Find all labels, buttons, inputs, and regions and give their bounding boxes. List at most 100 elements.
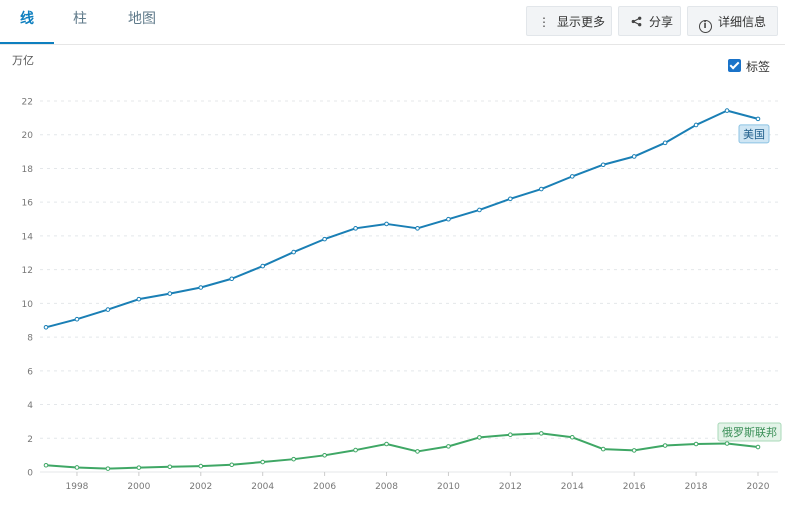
- data-point[interactable]: [74, 316, 80, 322]
- y-tick-label: 20: [22, 131, 34, 141]
- y-tick-label: 6: [27, 367, 33, 377]
- data-point[interactable]: [662, 140, 668, 146]
- data-point[interactable]: [384, 221, 389, 227]
- data-point[interactable]: [260, 459, 265, 465]
- data-point[interactable]: [291, 456, 296, 462]
- data-point[interactable]: [508, 432, 513, 438]
- series-label: 俄罗斯联邦: [722, 426, 777, 439]
- x-tick-label: 2010: [437, 482, 460, 492]
- data-point[interactable]: [229, 462, 235, 468]
- data-point[interactable]: [693, 122, 699, 128]
- y-axis-unit-label: 万亿: [12, 54, 34, 67]
- data-point[interactable]: [74, 465, 80, 470]
- show-more-label: 显示更多: [557, 15, 606, 29]
- data-point[interactable]: [569, 174, 575, 179]
- details-button[interactable]: i 详细信息: [687, 6, 778, 36]
- data-point[interactable]: [477, 435, 482, 440]
- data-point[interactable]: [631, 154, 637, 159]
- show-more-button[interactable]: ⋮ 显示更多: [526, 6, 612, 36]
- data-point[interactable]: [600, 446, 606, 452]
- x-tick-label: 1998: [66, 482, 89, 492]
- y-tick-label: 0: [27, 469, 33, 479]
- data-point[interactable]: [198, 463, 204, 469]
- y-tick-label: 4: [27, 401, 33, 411]
- y-tick-label: 12: [22, 266, 33, 276]
- x-tick-label: 2006: [313, 482, 336, 492]
- y-tick-label: 2: [27, 435, 33, 445]
- data-point[interactable]: [229, 276, 235, 282]
- data-point[interactable]: [724, 108, 730, 113]
- chart-grid: [40, 100, 778, 473]
- data-point[interactable]: [755, 116, 761, 122]
- x-tick-label: 2012: [499, 482, 522, 492]
- labels-checkbox-label: 标签: [746, 60, 771, 74]
- y-axis-ticks: 0 2 4 6 8 10 12 14 16 18 20 22: [22, 98, 34, 479]
- tab-map[interactable]: 地图: [128, 11, 156, 27]
- x-tick-label: 2002: [189, 482, 212, 492]
- data-point[interactable]: [260, 263, 265, 269]
- data-point[interactable]: [353, 226, 358, 231]
- x-tick-label: 2004: [251, 482, 274, 492]
- checkbox-checked-icon: [728, 59, 741, 72]
- y-tick-label: 18: [22, 165, 34, 175]
- data-point[interactable]: [724, 441, 730, 446]
- y-tick-label: 10: [22, 300, 34, 310]
- data-point[interactable]: [508, 196, 513, 202]
- x-tick-label: 2000: [127, 482, 150, 492]
- series-line: [45, 109, 759, 329]
- data-point[interactable]: [539, 431, 544, 436]
- line-chart: 0 2 4 6 8 10 12 14 16 18 20 22 1998 2000 2002 2004 2006…: [22, 98, 782, 492]
- y-tick-label: 8: [27, 334, 33, 344]
- share-label: 分享: [649, 15, 674, 29]
- series-label-box: [738, 124, 770, 144]
- data-point[interactable]: [569, 434, 575, 440]
- data-point[interactable]: [662, 443, 668, 448]
- data-point[interactable]: [322, 453, 327, 458]
- data-point[interactable]: [43, 462, 49, 468]
- data-point[interactable]: [167, 291, 173, 296]
- y-tick-label: 14: [22, 232, 34, 242]
- info-icon: i: [698, 7, 712, 37]
- series-label: 美国: [743, 128, 765, 141]
- data-point[interactable]: [539, 186, 544, 192]
- x-tick-label: 2016: [623, 482, 646, 492]
- data-point[interactable]: [105, 466, 111, 471]
- y-tick-label: 22: [22, 98, 33, 108]
- data-point[interactable]: [322, 236, 327, 242]
- data-point[interactable]: [631, 448, 637, 453]
- chart-series: [43, 108, 761, 471]
- data-point[interactable]: [105, 307, 111, 312]
- data-point[interactable]: [43, 325, 49, 330]
- data-point[interactable]: [600, 162, 606, 168]
- x-axis-ticks: 1998 2000 2002 2004 2006 2008 2010 2012 2014 2016…: [66, 472, 770, 492]
- data-point[interactable]: [136, 296, 142, 302]
- data-point[interactable]: [353, 447, 358, 453]
- data-point[interactable]: [755, 444, 761, 450]
- data-point[interactable]: [693, 441, 699, 447]
- data-point[interactable]: [384, 441, 389, 447]
- details-label: 详细信息: [718, 15, 767, 29]
- tab-bar[interactable]: 柱: [73, 11, 87, 27]
- chart-type-tabs: 线 柱 地图: [0, 0, 785, 45]
- more-vertical-icon: ⋮: [538, 15, 550, 29]
- x-tick-label: 2018: [685, 482, 708, 492]
- x-tick-label: 2020: [747, 482, 770, 492]
- data-point[interactable]: [167, 464, 173, 470]
- data-point[interactable]: [198, 285, 204, 290]
- data-point[interactable]: [446, 444, 451, 449]
- series-label-box: [717, 422, 782, 442]
- data-point[interactable]: [291, 249, 296, 255]
- x-tick-label: 2014: [561, 482, 584, 492]
- data-point[interactable]: [415, 226, 420, 231]
- data-point[interactable]: [415, 449, 420, 454]
- tab-line[interactable]: 线: [0, 0, 54, 44]
- data-point[interactable]: [446, 216, 451, 222]
- y-tick-label: 16: [22, 199, 34, 209]
- x-tick-label: 2008: [375, 482, 398, 492]
- series-line: [45, 432, 759, 470]
- share-button[interactable]: 分享: [618, 6, 681, 36]
- share-icon: [629, 7, 643, 37]
- data-point[interactable]: [477, 207, 482, 213]
- data-point[interactable]: [136, 465, 142, 470]
